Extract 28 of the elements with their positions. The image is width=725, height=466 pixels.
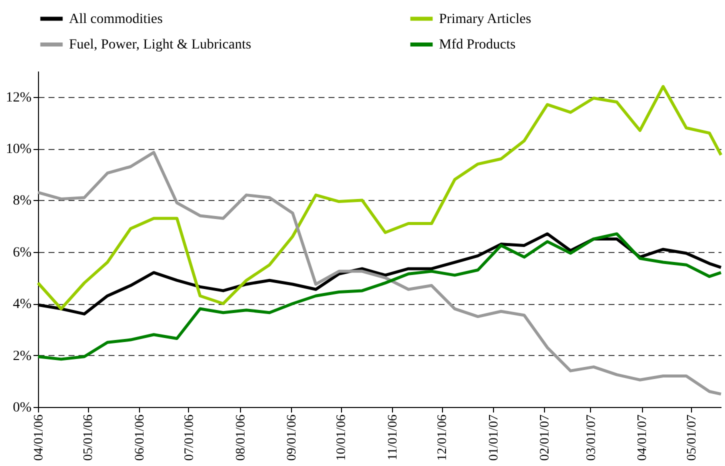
legend-label: Primary Articles <box>439 12 532 27</box>
y-tick-label: 12% <box>6 90 32 106</box>
x-tick-label: 03/01/07 <box>582 414 598 461</box>
y-tick-label: 2% <box>12 348 32 364</box>
x-tick-label: 10/01/06 <box>333 414 348 461</box>
x-tick-label: 05/01/07 <box>684 414 699 461</box>
y-tick-label: 4% <box>12 297 32 312</box>
x-tick-label: 08/01/06 <box>232 414 248 461</box>
y-tick-label: 8% <box>12 194 32 209</box>
x-tick-label: 02/01/07 <box>536 414 552 461</box>
y-tick-label: 0% <box>12 400 32 416</box>
line-series <box>36 232 722 361</box>
y-tick-label: 6% <box>12 245 32 260</box>
y-tick-label: 10% <box>6 142 32 158</box>
legend-label: All commodities <box>69 12 163 27</box>
x-tick-label: 04/01/07 <box>634 414 650 461</box>
x-tick-label: 07/01/06 <box>180 414 196 461</box>
x-tick-label: 04/01/06 <box>30 414 46 461</box>
legend-label: Fuel, Power, Light & Lubricants <box>69 38 252 52</box>
line-series <box>36 85 722 310</box>
x-tick-label: 11/01/06 <box>384 414 400 460</box>
x-tick-label: 05/01/06 <box>80 414 96 461</box>
x-tick-label: 06/01/06 <box>131 414 146 461</box>
x-tick-label: 09/01/06 <box>284 414 299 461</box>
line-series <box>36 150 722 396</box>
x-tick-label: 01/01/07 <box>485 414 500 461</box>
legend-label: Mfd Products <box>439 38 516 52</box>
x-tick-label: 12/01/06 <box>434 414 450 461</box>
